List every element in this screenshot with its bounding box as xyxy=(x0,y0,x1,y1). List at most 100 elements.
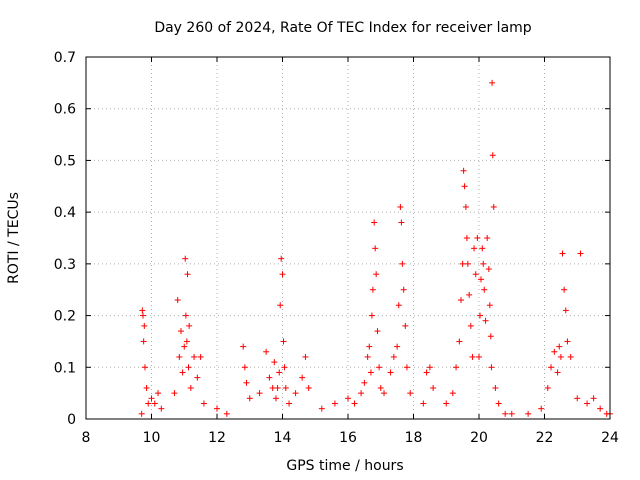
data-point xyxy=(574,395,581,402)
data-point xyxy=(462,203,469,210)
data-point xyxy=(487,333,494,340)
data-point xyxy=(281,364,288,371)
y-tick-label: 0.5 xyxy=(54,153,76,169)
data-point xyxy=(402,322,409,329)
data-point xyxy=(457,297,464,304)
data-point xyxy=(371,219,378,226)
data-point xyxy=(364,353,371,360)
x-tick-label: 22 xyxy=(536,430,554,446)
data-point xyxy=(557,353,564,360)
x-axis-label: GPS time / hours xyxy=(286,458,403,474)
data-point xyxy=(139,312,146,319)
data-point xyxy=(490,203,497,210)
data-point xyxy=(564,338,571,345)
data-point xyxy=(453,364,460,371)
data-point xyxy=(274,384,281,391)
data-point xyxy=(148,395,155,402)
data-point xyxy=(443,400,450,407)
y-tick-label: 0.6 xyxy=(54,102,76,118)
data-point xyxy=(525,410,532,417)
data-point xyxy=(181,343,188,350)
data-point xyxy=(158,405,165,412)
x-tick-label: 12 xyxy=(208,430,226,446)
data-point xyxy=(461,183,468,190)
y-axis-ticks: 0 0.1 0.2 0.3 0.4 0.5 0.6 0.7 xyxy=(54,50,610,428)
data-point xyxy=(394,343,401,350)
x-tick-label: 18 xyxy=(405,430,423,446)
data-point xyxy=(177,328,184,335)
data-point xyxy=(187,384,194,391)
data-point xyxy=(171,390,178,397)
data-point xyxy=(184,271,191,278)
data-point xyxy=(559,250,566,257)
data-point xyxy=(495,400,502,407)
data-point xyxy=(403,364,410,371)
data-point xyxy=(426,364,433,371)
data-point xyxy=(368,312,375,319)
data-point xyxy=(286,400,293,407)
data-point xyxy=(464,260,471,267)
x-tick-label: 14 xyxy=(274,430,292,446)
data-point xyxy=(597,405,604,412)
data-point xyxy=(318,405,325,412)
data-point xyxy=(397,203,404,210)
y-tick-label: 0.1 xyxy=(54,360,76,376)
data-point xyxy=(241,364,248,371)
data-point xyxy=(489,79,496,86)
data-point xyxy=(143,384,150,391)
x-axis-ticks: 8 10 12 14 16 18 20 22 24 xyxy=(82,57,619,446)
y-tick-label: 0.3 xyxy=(54,257,76,273)
data-point xyxy=(369,286,376,293)
data-point xyxy=(140,338,147,345)
data-point xyxy=(151,400,158,407)
data-point xyxy=(577,250,584,257)
y-tick-label: 0.2 xyxy=(54,309,76,325)
data-point xyxy=(423,369,430,376)
data-point xyxy=(492,384,499,391)
data-point xyxy=(476,312,483,319)
data-point xyxy=(280,338,287,345)
data-point xyxy=(484,235,491,241)
x-tick-label: 16 xyxy=(339,430,357,446)
data-point xyxy=(361,379,368,386)
data-point xyxy=(292,390,299,397)
data-point xyxy=(562,307,569,314)
data-point xyxy=(302,353,309,360)
data-point xyxy=(182,255,189,262)
data-point xyxy=(372,245,379,252)
data-point xyxy=(145,400,152,407)
data-point xyxy=(407,390,414,397)
data-point xyxy=(488,364,495,371)
data-point xyxy=(508,410,515,417)
data-point xyxy=(430,384,437,391)
data-point xyxy=(263,348,270,355)
x-tick-label: 10 xyxy=(143,430,161,446)
data-point xyxy=(548,364,555,371)
data-point xyxy=(185,364,192,371)
data-point xyxy=(179,369,186,376)
data-point xyxy=(466,291,473,298)
data-point xyxy=(551,348,558,355)
x-tick-label: 20 xyxy=(470,430,488,446)
data-point xyxy=(467,322,474,329)
data-point xyxy=(278,255,285,262)
data-point xyxy=(489,152,496,159)
data-point xyxy=(279,271,286,278)
x-tick-label: 8 xyxy=(82,430,91,446)
y-tick-label: 0.4 xyxy=(54,205,76,221)
data-point xyxy=(567,353,574,360)
data-point xyxy=(141,364,148,371)
data-point xyxy=(155,390,162,397)
data-point xyxy=(282,384,289,391)
data-point xyxy=(387,369,394,376)
data-point xyxy=(474,235,481,241)
data-point xyxy=(420,400,427,407)
data-point xyxy=(223,410,230,417)
data-point xyxy=(456,338,463,345)
data-points xyxy=(138,79,613,417)
data-point xyxy=(472,271,479,278)
data-point xyxy=(138,410,145,417)
data-point xyxy=(243,379,250,386)
data-point xyxy=(471,245,478,252)
grid xyxy=(86,57,610,419)
